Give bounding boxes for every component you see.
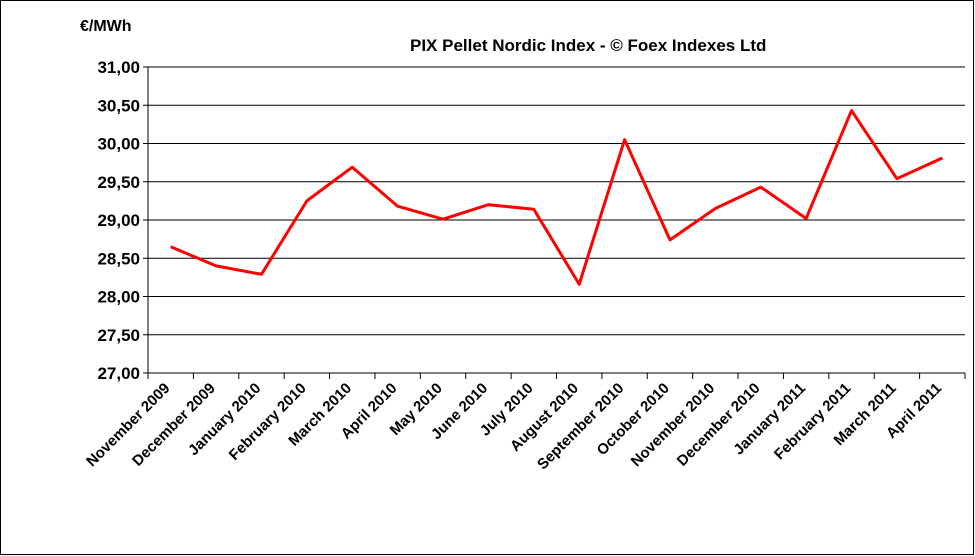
y-tick-label: 28,50 (97, 249, 140, 268)
chart-title: PIX Pellet Nordic Index - © Foex Indexes… (410, 36, 766, 55)
y-tick-label: 31,00 (97, 58, 140, 77)
data-line (170, 109, 943, 286)
y-tick-label: 29,50 (97, 173, 140, 192)
y-tick-label: 30,00 (97, 135, 140, 154)
y-tick-label: 28,00 (97, 288, 140, 307)
y-tick-label: 27,00 (97, 364, 140, 383)
y-tick-label: 27,50 (97, 326, 140, 345)
y-tick-label: 29,00 (97, 211, 140, 230)
y-axis-unit: €/MWh (80, 18, 132, 35)
y-tick-label: 30,50 (97, 96, 140, 115)
